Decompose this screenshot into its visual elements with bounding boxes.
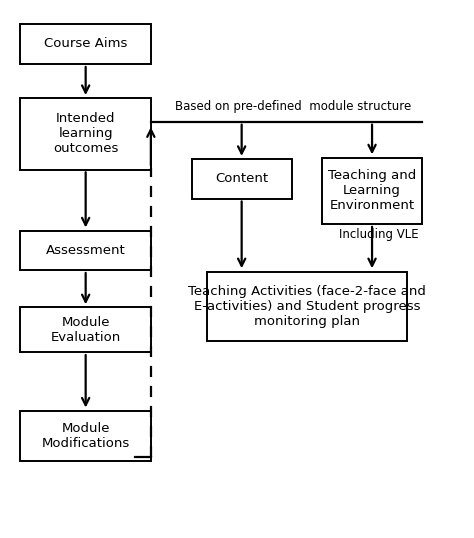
FancyBboxPatch shape xyxy=(20,231,151,270)
Text: Module
Modifications: Module Modifications xyxy=(42,422,130,450)
Text: Teaching and
Learning
Environment: Teaching and Learning Environment xyxy=(328,169,416,212)
FancyBboxPatch shape xyxy=(20,24,151,64)
FancyBboxPatch shape xyxy=(191,159,292,199)
Text: Including VLE: Including VLE xyxy=(339,228,419,241)
FancyBboxPatch shape xyxy=(207,272,407,341)
Text: Teaching Activities (face-2-face and
E-activities) and Student progress
monitori: Teaching Activities (face-2-face and E-a… xyxy=(188,285,426,328)
Text: Intended
learning
outcomes: Intended learning outcomes xyxy=(53,112,118,155)
FancyBboxPatch shape xyxy=(20,410,151,461)
Text: Assessment: Assessment xyxy=(46,244,126,257)
Text: Module
Evaluation: Module Evaluation xyxy=(51,316,121,344)
FancyBboxPatch shape xyxy=(20,307,151,352)
Text: Based on pre-defined  module structure: Based on pre-defined module structure xyxy=(175,100,411,113)
FancyBboxPatch shape xyxy=(322,158,422,224)
FancyBboxPatch shape xyxy=(20,98,151,169)
Text: Content: Content xyxy=(215,173,268,186)
Text: Course Aims: Course Aims xyxy=(44,38,128,51)
